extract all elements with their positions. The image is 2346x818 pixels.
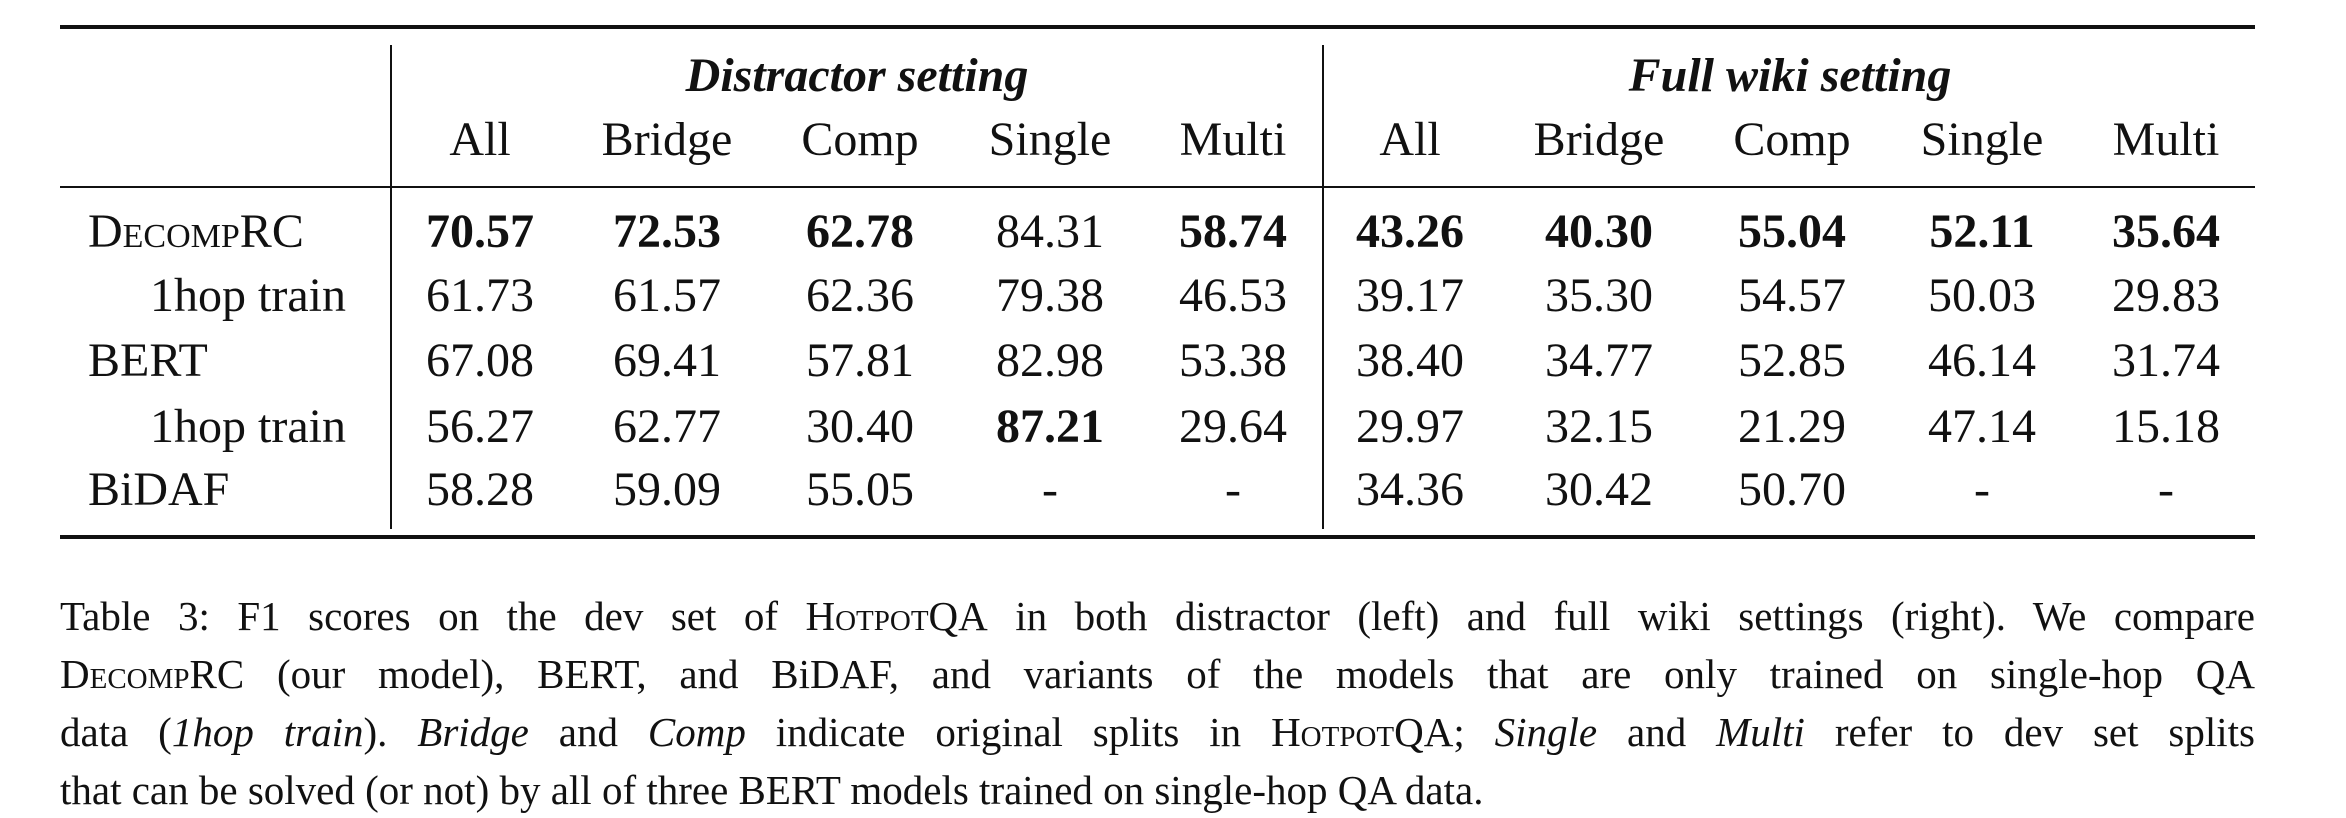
table-cell: 72.53 bbox=[613, 205, 721, 258]
table-cell: 61.57 bbox=[613, 269, 721, 322]
table-cell: - bbox=[1974, 463, 1990, 516]
table-cell: 58.74 bbox=[1179, 205, 1287, 258]
caption-text: Single bbox=[1494, 709, 1598, 755]
table-cell: 62.36 bbox=[806, 269, 914, 322]
table-cell: 59.09 bbox=[613, 463, 721, 516]
table-cell: 29.97 bbox=[1356, 400, 1464, 453]
caption-text: ; bbox=[1453, 709, 1495, 755]
table-cell: 30.40 bbox=[806, 400, 914, 453]
caption-line: DecompRC (our model), BERT, and BiDAF, a… bbox=[60, 654, 2255, 695]
column-header: Comp bbox=[1733, 113, 1851, 166]
caption-text: in both distractor (left) and full wiki … bbox=[987, 593, 2255, 639]
bottom-rule bbox=[60, 535, 2255, 539]
mid-rule bbox=[60, 186, 2255, 188]
row-label: 1hop train bbox=[150, 269, 346, 322]
table-cell: 47.14 bbox=[1928, 400, 2036, 453]
caption-text: Multi bbox=[1716, 709, 1805, 755]
caption-line: that can be solved (or not) by all of th… bbox=[60, 770, 2255, 811]
table-cell: 57.81 bbox=[806, 334, 914, 387]
top-rule bbox=[60, 25, 2255, 29]
table-cell: 50.03 bbox=[1928, 269, 2036, 322]
table-cell: 21.29 bbox=[1738, 400, 1846, 453]
table-cell: 69.41 bbox=[613, 334, 721, 387]
table-cell: 84.31 bbox=[996, 205, 1104, 258]
row-label: BERT bbox=[88, 334, 208, 387]
table-cell: 62.78 bbox=[806, 205, 914, 258]
table-cell: 58.28 bbox=[426, 463, 534, 516]
caption-text: Table 3: F1 scores on the dev set of bbox=[60, 593, 806, 639]
row-label: 1hop train bbox=[150, 400, 346, 453]
table-cell: - bbox=[1042, 463, 1058, 516]
caption-text: HotpotQA bbox=[1271, 709, 1454, 755]
group-header: Distractor setting bbox=[685, 49, 1029, 102]
table-cell: 39.17 bbox=[1356, 269, 1464, 322]
caption-text: DecompRC bbox=[60, 651, 245, 697]
caption-text: and bbox=[528, 709, 648, 755]
row-label: DecompRC bbox=[88, 205, 304, 258]
table-cell: 62.77 bbox=[613, 400, 721, 453]
table-cell: 52.11 bbox=[1929, 205, 2035, 258]
column-header: All bbox=[1379, 113, 1441, 166]
caption-text: ). bbox=[363, 709, 418, 755]
table-cell: 35.30 bbox=[1545, 269, 1653, 322]
caption-text: HotpotQA bbox=[805, 593, 988, 639]
table-cell: 70.57 bbox=[426, 205, 534, 258]
table-cell: 29.83 bbox=[2112, 269, 2220, 322]
table-cell: 29.64 bbox=[1179, 400, 1287, 453]
table-cell: 34.77 bbox=[1545, 334, 1653, 387]
table-cell: - bbox=[2158, 463, 2174, 516]
table-cell: 55.04 bbox=[1738, 205, 1846, 258]
caption-text: Comp bbox=[647, 709, 746, 755]
table-cell: 32.15 bbox=[1545, 400, 1653, 453]
caption-text: that can be solved (or not) by all of th… bbox=[60, 767, 1484, 813]
column-header: Single bbox=[988, 113, 1112, 166]
caption-line: data (1hop train). Bridge and Comp indic… bbox=[60, 712, 2255, 753]
column-header: Bridge bbox=[1533, 113, 1665, 166]
table-cell: 46.53 bbox=[1179, 269, 1287, 322]
caption-text: Bridge bbox=[417, 709, 529, 755]
table-cell: 35.64 bbox=[2112, 205, 2220, 258]
column-header: Bridge bbox=[601, 113, 733, 166]
column-rule bbox=[1322, 45, 1324, 529]
table-cell: 55.05 bbox=[806, 463, 914, 516]
table-cell: 52.85 bbox=[1738, 334, 1846, 387]
table-cell: 38.40 bbox=[1356, 334, 1464, 387]
table-cell: 79.38 bbox=[996, 269, 1104, 322]
group-header: Full wiki setting bbox=[1628, 49, 1952, 102]
table-cell: 46.14 bbox=[1928, 334, 2036, 387]
caption-text: refer to dev set splits bbox=[1804, 709, 2255, 755]
table-cell: 53.38 bbox=[1179, 334, 1287, 387]
caption-text: data ( bbox=[60, 709, 172, 755]
caption-text: (our model), BERT, and BiDAF, and varian… bbox=[244, 651, 2255, 697]
column-rule bbox=[390, 45, 392, 529]
column-header: Multi bbox=[1179, 113, 1287, 166]
table-cell: 61.73 bbox=[426, 269, 534, 322]
table-cell: 50.70 bbox=[1738, 463, 1846, 516]
caption-text: indicate original splits in bbox=[745, 709, 1272, 755]
table-cell: 87.21 bbox=[996, 400, 1104, 453]
caption-line: Table 3: F1 scores on the dev set of Hot… bbox=[60, 596, 2255, 637]
table-cell: 34.36 bbox=[1356, 463, 1464, 516]
row-label: BiDAF bbox=[88, 463, 230, 516]
caption-text: 1hop train bbox=[171, 709, 364, 755]
table-cell: 15.18 bbox=[2112, 400, 2220, 453]
column-header: All bbox=[449, 113, 511, 166]
table-cell: 31.74 bbox=[2112, 334, 2220, 387]
table-cell: 82.98 bbox=[996, 334, 1104, 387]
column-header: Multi bbox=[2112, 113, 2220, 166]
column-header: Single bbox=[1920, 113, 2044, 166]
table-cell: - bbox=[1225, 463, 1241, 516]
table-cell: 40.30 bbox=[1545, 205, 1653, 258]
table-cell: 30.42 bbox=[1545, 463, 1653, 516]
table-cell: 56.27 bbox=[426, 400, 534, 453]
caption-text: and bbox=[1597, 709, 1717, 755]
table-cell: 54.57 bbox=[1738, 269, 1846, 322]
table-cell: 67.08 bbox=[426, 334, 534, 387]
table-cell: 43.26 bbox=[1356, 205, 1464, 258]
column-header: Comp bbox=[801, 113, 919, 166]
